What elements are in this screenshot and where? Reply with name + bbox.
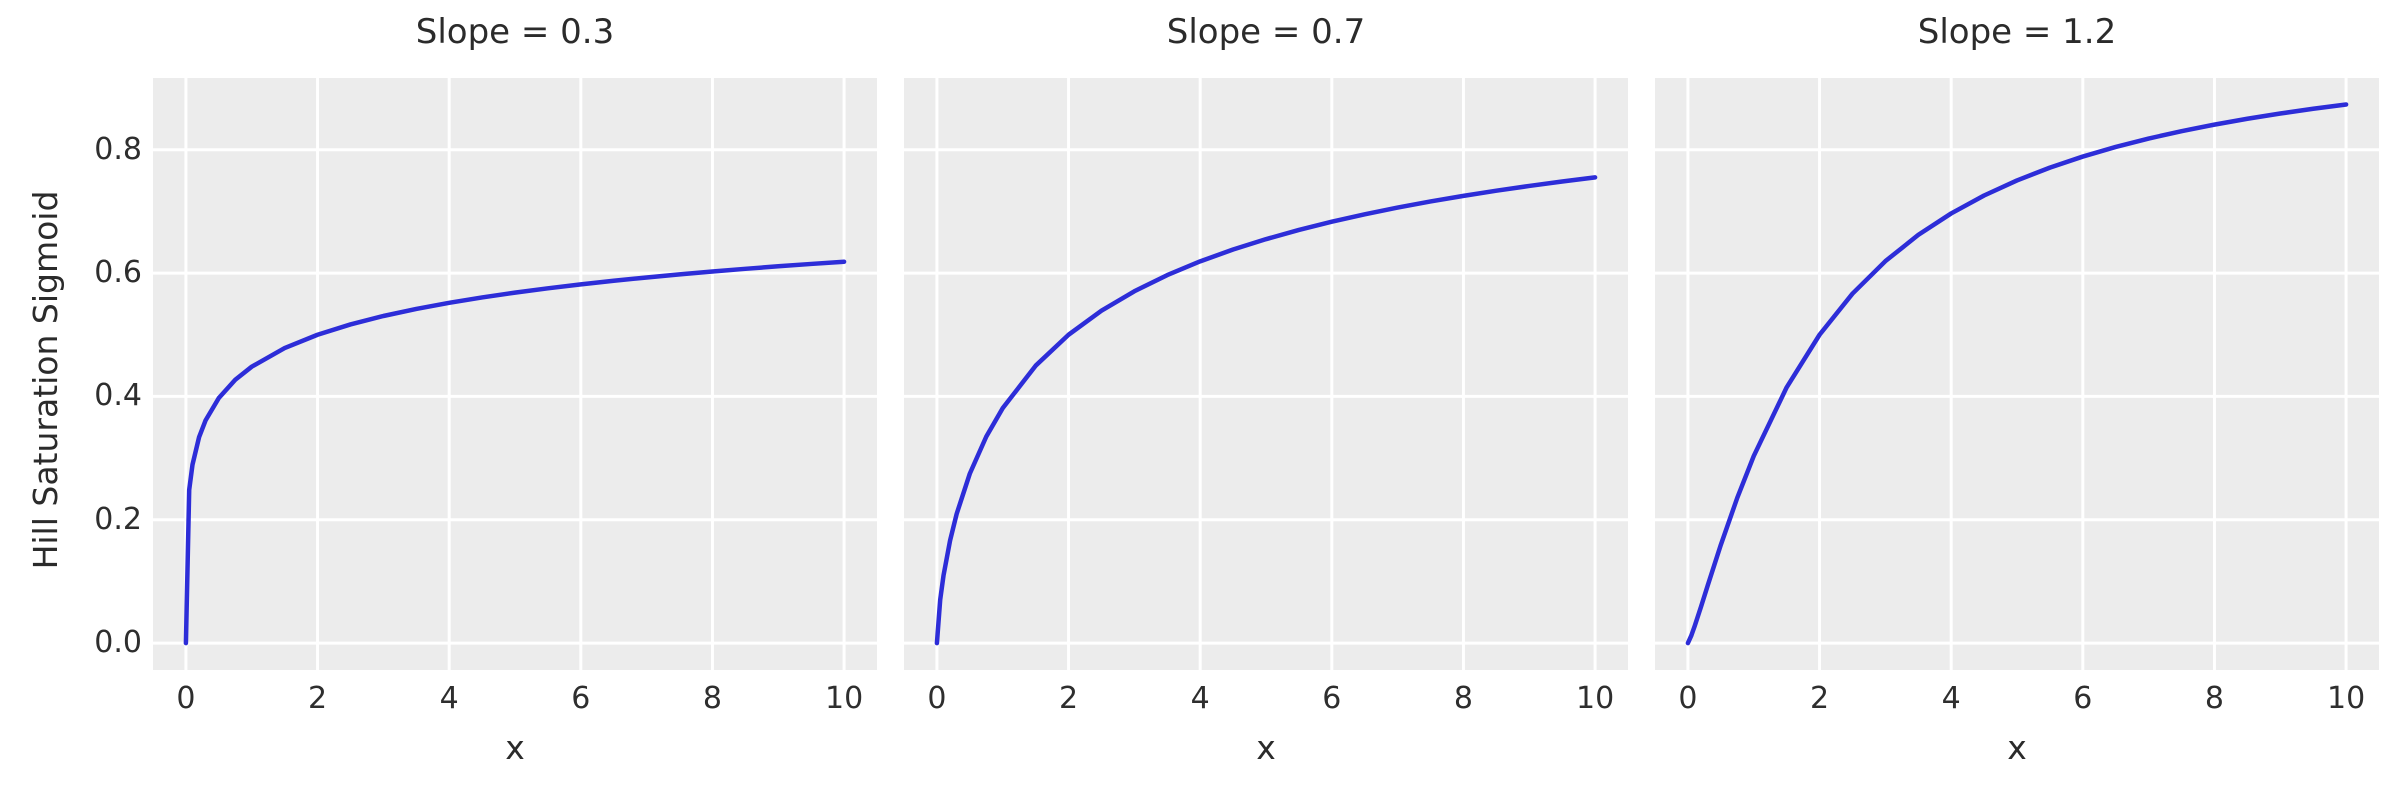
- x-tick-label: 4: [439, 681, 459, 716]
- plot-area: [1655, 78, 2379, 670]
- subplot-slope-0.3: Slope = 0.3 0 2 4 6 8 10 x: [153, 0, 877, 800]
- hill-curve: [183, 259, 847, 646]
- plot-background: [1655, 78, 2379, 670]
- x-tick-label: 8: [2204, 681, 2224, 716]
- x-tick-label: 6: [571, 681, 591, 716]
- x-tick-label: 4: [1941, 681, 1961, 716]
- x-tick-label: 10: [1575, 681, 1615, 716]
- subplot-slope-0.7: Slope = 0.7 0 2 4 6 8 10 x: [904, 0, 1628, 800]
- x-axis-label: x: [2007, 728, 2027, 767]
- x-tick-label: 10: [2326, 681, 2366, 716]
- hill-curve: [1685, 102, 2349, 646]
- subplot-slope-1.2: Slope = 1.2 0 2 4 6 8 10 x: [1655, 0, 2379, 800]
- subplot-title: Slope = 0.3: [415, 12, 615, 52]
- x-tick-label: 6: [1322, 681, 1342, 716]
- plot-area: [904, 78, 1628, 670]
- plot-background: [904, 78, 1628, 670]
- x-tick-label: 10: [824, 681, 864, 716]
- x-axis-label: x: [505, 728, 525, 767]
- x-tick-label: 0: [1678, 681, 1698, 716]
- subplot-title: Slope = 1.2: [1917, 12, 2117, 52]
- hill-curve: [934, 175, 1598, 646]
- x-tick-label: 2: [1058, 681, 1079, 716]
- x-tick-label: 8: [702, 681, 722, 716]
- plot-background: [153, 78, 877, 670]
- x-axis-label: x: [1256, 728, 1276, 767]
- y-tick-label: 0.0: [94, 625, 142, 661]
- x-tick-label: 0: [176, 681, 196, 716]
- y-tick-label: 0.4: [94, 378, 142, 414]
- y-tick-label: 0.2: [94, 501, 142, 537]
- x-tick-label: 2: [1809, 681, 1830, 716]
- x-tick-label: 2: [307, 681, 328, 716]
- y-tick-label: 0.8: [94, 131, 142, 167]
- y-tick-label: 0.6: [94, 255, 142, 291]
- x-tick-label: 4: [1190, 681, 1210, 716]
- x-tick-label: 6: [2073, 681, 2093, 716]
- plot-area: [153, 78, 877, 670]
- x-tick-label: 0: [927, 681, 947, 716]
- x-tick-label: 8: [1453, 681, 1473, 716]
- subplot-title: Slope = 0.7: [1166, 12, 1366, 52]
